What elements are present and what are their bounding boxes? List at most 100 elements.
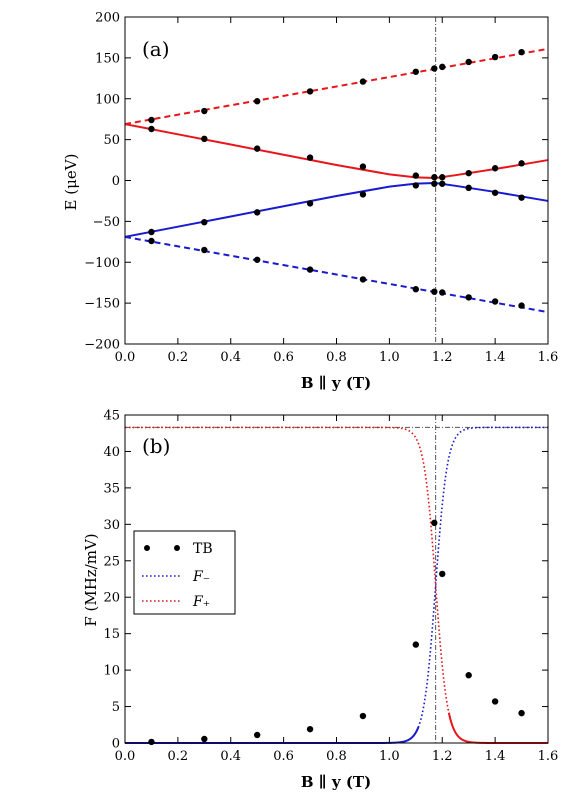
a-series-line-1 — [124, 123, 549, 180]
a-data-point — [491, 53, 499, 61]
a-data-point — [201, 107, 208, 115]
panel-a-points — [148, 48, 525, 309]
a-data-point — [201, 246, 208, 254]
panel-b-label: (b) — [142, 434, 170, 458]
panel-a-label: (a) — [142, 37, 170, 61]
a-y-tick-label: −50 — [93, 215, 120, 230]
a-data-point — [518, 194, 525, 201]
b-y-tick-label: 20 — [103, 591, 120, 606]
b-series-line-3 — [447, 712, 548, 744]
a-x-tick-label: 0.0 — [115, 350, 136, 365]
b-data-point — [359, 712, 367, 720]
a-x-tick-label: 0.2 — [168, 350, 189, 365]
a-x-tick-label: 0.6 — [273, 350, 294, 365]
legend-tb-marker-2 — [174, 545, 180, 551]
a-data-point — [465, 169, 472, 177]
a-y-tick-label: 100 — [95, 92, 120, 107]
b-data-point — [253, 731, 261, 739]
a-data-point — [518, 48, 525, 56]
a-data-point — [306, 200, 314, 207]
panel-b-chart: 0.0 0.2 0.4 0.6 0.8 1.0 1.2 1.4 1.6 0 5 10 15 20 25 30 3… — [82, 409, 558, 792]
a-data-point — [439, 180, 446, 187]
a-x-tick-label: 0.4 — [220, 350, 241, 365]
b-y-tick-label: 35 — [103, 481, 120, 496]
legend-label-fminus: F₋ — [192, 569, 210, 585]
a-series-line-3 — [124, 235, 549, 314]
a-data-point — [439, 174, 446, 181]
panel-b-legend: TB F₋ F₊ — [133, 530, 236, 615]
b-y-tick-label: 0 — [112, 737, 120, 752]
a-data-point — [491, 298, 499, 305]
a-series-line-0 — [124, 47, 549, 126]
a-y-tick-label: −200 — [84, 338, 120, 353]
a-x-tick-label: 1.4 — [485, 350, 506, 365]
a-data-point — [306, 88, 314, 95]
legend-box — [133, 530, 236, 615]
b-x-tick-label: 0.4 — [220, 749, 241, 764]
legend-tb-marker-1 — [144, 545, 150, 551]
a-data-point — [306, 154, 314, 161]
a-data-point — [465, 184, 472, 192]
legend-label-fplus: F₊ — [192, 594, 210, 610]
panel-a-chart: 0.0 0.2 0.4 0.6 0.8 1.0 1.2 1.4 1.6 −200 −150 −100 −… — [62, 11, 558, 393]
b-x-tick-label: 1.4 — [485, 749, 506, 764]
a-data-point — [253, 98, 261, 105]
b-data-point — [201, 735, 208, 743]
a-y-tick-label: −100 — [84, 256, 120, 271]
a-data-point — [431, 288, 438, 295]
a-data-point — [412, 68, 420, 75]
a-data-point — [431, 174, 438, 181]
a-x-tick-label: 1.0 — [379, 350, 400, 365]
a-data-point — [491, 189, 499, 196]
a-x-tick-label: 1.6 — [538, 350, 559, 365]
panel-b-x-axis-label: B ∥ y (T) — [301, 773, 371, 791]
a-data-point — [431, 65, 438, 72]
b-y-tick-label: 30 — [103, 518, 120, 533]
a-data-point — [518, 302, 525, 309]
a-data-point — [148, 125, 155, 133]
panel-b-y-axis-label: F (MHz/mV) — [82, 533, 100, 626]
panel-b-points — [148, 519, 525, 746]
a-y-tick-label: 150 — [95, 51, 120, 66]
a-data-point — [148, 228, 155, 236]
b-x-tick-label: 0.2 — [168, 749, 189, 764]
a-x-tick-label: 0.8 — [326, 350, 347, 365]
b-y-tick-label: 40 — [103, 445, 120, 460]
panel-b-ticks: 0.0 0.2 0.4 0.6 0.8 1.0 1.2 1.4 1.6 0 5 10 15 20 25 30 3… — [103, 409, 558, 765]
panel-a-ticks: 0.0 0.2 0.4 0.6 0.8 1.0 1.2 1.4 1.6 −200 −150 −100 −… — [84, 11, 558, 366]
b-y-tick-label: 15 — [103, 627, 120, 642]
b-x-tick-label: 1.2 — [432, 749, 453, 764]
b-data-point — [431, 519, 438, 527]
b-data-point — [412, 641, 420, 648]
a-data-point — [359, 191, 367, 198]
panel-a-x-axis-label: B ∥ y (T) — [301, 374, 371, 392]
a-data-point — [518, 160, 525, 167]
a-data-point — [359, 276, 367, 283]
a-data-point — [439, 289, 446, 296]
a-data-point — [412, 286, 420, 293]
b-data-point — [306, 725, 314, 733]
panel-a-y-axis-label: E (μeV) — [62, 154, 80, 211]
a-data-point — [431, 180, 438, 187]
a-data-point — [253, 256, 261, 263]
a-data-point — [465, 294, 472, 301]
b-data-point — [148, 738, 155, 746]
a-data-point — [412, 182, 420, 189]
panel-a-series — [124, 47, 549, 314]
b-series-line-2 — [125, 726, 420, 744]
a-data-point — [465, 58, 472, 66]
b-y-tick-label: 45 — [103, 409, 120, 424]
a-data-point — [306, 266, 314, 273]
b-x-tick-label: 1.6 — [538, 749, 559, 764]
a-x-tick-label: 1.2 — [432, 350, 453, 365]
panel-a-frame — [124, 16, 549, 345]
a-y-tick-label: 50 — [103, 133, 120, 148]
a-data-point — [412, 172, 420, 179]
a-data-point — [201, 135, 208, 143]
a-y-tick-label: 200 — [95, 11, 120, 26]
b-data-point — [439, 570, 446, 578]
legend-label-tb: TB — [193, 541, 213, 557]
a-data-point — [148, 237, 155, 245]
b-data-point — [491, 698, 499, 705]
